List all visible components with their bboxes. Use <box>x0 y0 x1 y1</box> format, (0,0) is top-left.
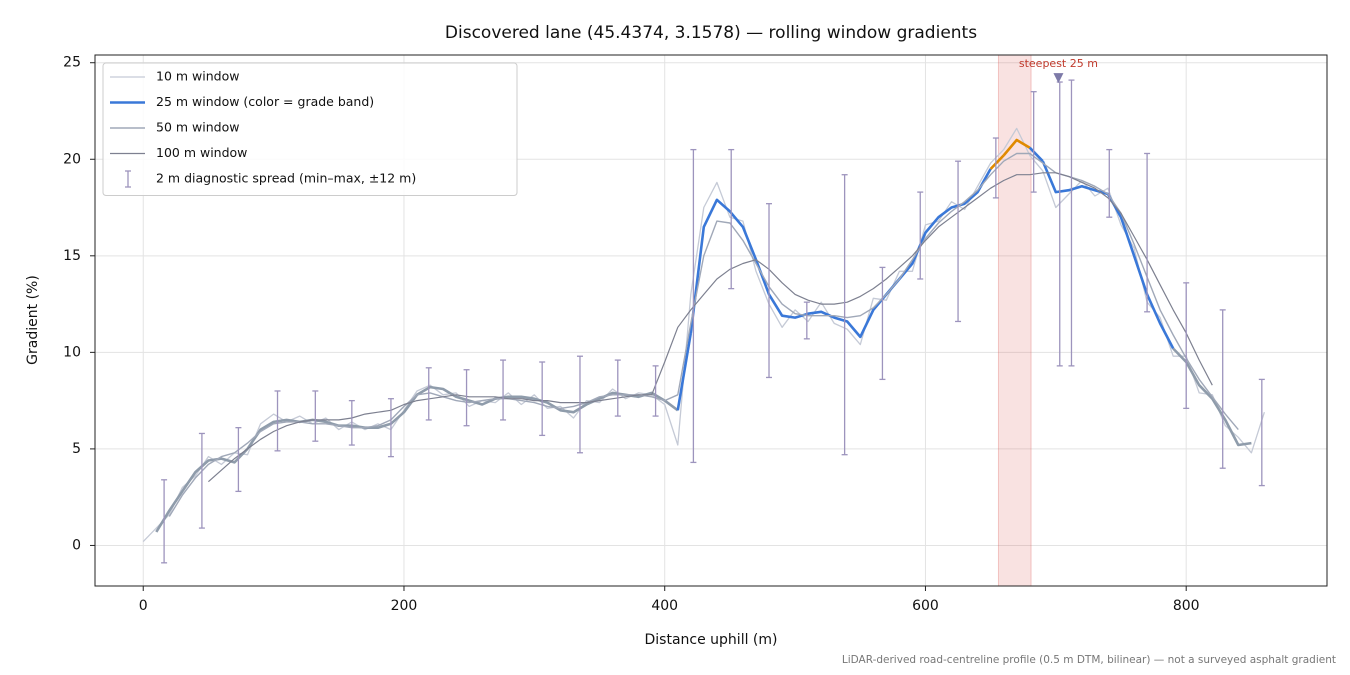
series-connector <box>989 154 1005 170</box>
annotation-marker <box>1053 73 1064 84</box>
chart-title: Discovered lane (45.4374, 3.1578) — roll… <box>445 23 977 43</box>
x-tick-label: 600 <box>912 598 939 614</box>
y-tick-label: 15 <box>63 248 81 264</box>
y-axis-label: Gradient (%) <box>25 275 41 365</box>
y-tick-label: 20 <box>63 151 81 167</box>
footnote: LiDAR-derived road-centreline profile (0… <box>842 654 1336 666</box>
axes-frame <box>94 54 1328 587</box>
legend-box <box>102 62 518 196</box>
annotation-label: steepest 25 m <box>1019 57 1098 70</box>
y-tick-label: 0 <box>72 537 81 553</box>
plot-area <box>142 55 1266 586</box>
axes: 0 200 400 600 800 0 5 10 15 20 25 <box>63 55 1199 614</box>
x-axis-label: Distance uphill (m) <box>645 632 778 648</box>
y-tick-label: 25 <box>63 55 81 71</box>
series-line <box>689 168 992 339</box>
series-connector <box>1172 347 1188 363</box>
series-line <box>1002 138 1031 157</box>
series-line <box>1185 361 1252 447</box>
highlight-span <box>997 55 1032 586</box>
legend-label: 10 m window <box>156 69 239 84</box>
legend-label: 2 m diagnostic spread (min–max, ±12 m) <box>156 171 416 186</box>
series-line <box>208 172 1213 483</box>
x-tick-label: 800 <box>1173 598 1200 614</box>
legend-label: 50 m window <box>156 120 239 135</box>
x-tick-label: 200 <box>391 598 418 614</box>
legend: 10 m window 25 m window (color = grade ba… <box>102 62 518 196</box>
x-tick-label: 400 <box>651 598 678 614</box>
y-tick-label: 5 <box>72 441 81 457</box>
legend-label: 100 m window <box>156 145 247 160</box>
series-connector <box>1028 146 1044 163</box>
series-connector <box>676 332 693 411</box>
legend-label: 25 m window (color = grade band) <box>156 94 374 109</box>
y-tick-label: 10 <box>63 344 81 360</box>
x-tick-label: 0 <box>139 598 148 614</box>
